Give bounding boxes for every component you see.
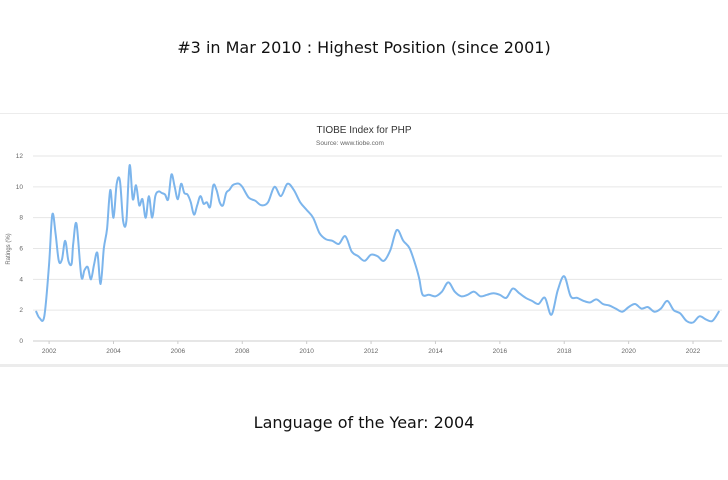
x-tick-label: 2012 — [364, 348, 379, 355]
x-tick-label: 2022 — [686, 348, 701, 355]
y-tick-labels: 0 2 4 6 8 10 12 — [16, 153, 24, 345]
x-tick-label: 2016 — [493, 348, 508, 355]
x-tick-label: 2008 — [235, 348, 250, 355]
y-tick-label: 2 — [19, 307, 23, 314]
y-tick-label: 10 — [16, 184, 24, 191]
x-tick-label: 2010 — [299, 348, 314, 355]
y-tick-label: 4 — [19, 276, 23, 283]
y-tick-label: 6 — [19, 246, 23, 253]
x-tick-label: 2004 — [106, 348, 121, 355]
y-tick-label: 12 — [16, 153, 24, 160]
x-tick-label: 2020 — [621, 348, 636, 355]
y-axis-label: Ratings (%) — [6, 233, 12, 264]
series-line-0 — [35, 164, 720, 324]
y-tick-label: 8 — [19, 215, 23, 222]
x-tick-label: 2018 — [557, 348, 572, 355]
bottom-heading: Language of the Year: 2004 — [253, 413, 475, 432]
tiobe-php-line-chart: TIOBE Index for PHP Source: www.tiobe.co… — [6, 125, 722, 355]
x-tick-label: 2002 — [42, 348, 57, 355]
top-heading: #3 in Mar 2010 : Highest Position (since… — [177, 38, 551, 57]
grid-lines — [33, 155, 722, 342]
x-tick-label: 2014 — [428, 348, 443, 355]
y-tick-label: 0 — [19, 338, 23, 345]
series-layer — [35, 164, 720, 324]
chart-subtitle: Source: www.tiobe.com — [316, 140, 384, 147]
x-tick-label: 2006 — [171, 348, 186, 355]
chart-panel: TIOBE Index for PHP Source: www.tiobe.co… — [0, 113, 728, 364]
chart-title: TIOBE Index for PHP — [316, 125, 411, 136]
x-tick-labels: 2002 2004 2006 2008 2010 2012 2014 2016 2018 2020… — [42, 341, 701, 355]
